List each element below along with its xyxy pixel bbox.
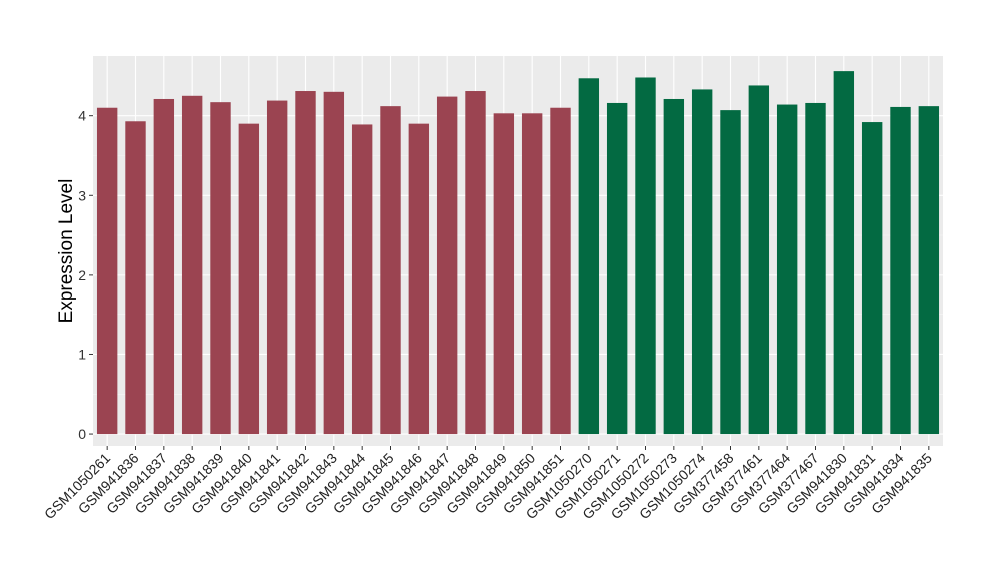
bar <box>436 96 458 435</box>
plot-panel <box>93 56 943 446</box>
y-tick-label: 3 <box>78 187 86 203</box>
bar <box>153 98 175 435</box>
bar <box>351 124 373 435</box>
y-tick-label: 4 <box>78 108 86 124</box>
bar <box>691 89 713 435</box>
bar <box>720 110 741 435</box>
y-tick-label: 2 <box>78 267 86 283</box>
bar <box>493 113 515 435</box>
bars <box>96 71 940 435</box>
bar <box>323 91 345 435</box>
bar <box>635 77 656 435</box>
bar <box>181 95 203 435</box>
bar <box>465 91 486 435</box>
minor-gridlines <box>93 155 943 395</box>
bar <box>748 85 770 435</box>
y-axis: 0 1 2 3 4 <box>78 108 93 442</box>
bar <box>833 71 855 435</box>
bar <box>96 107 118 435</box>
bar <box>663 98 685 435</box>
bar <box>238 123 260 435</box>
bar <box>210 102 231 435</box>
bar <box>578 78 600 435</box>
bar <box>408 123 430 435</box>
y-tick-label: 1 <box>78 346 86 362</box>
bar <box>890 106 911 435</box>
bar <box>861 122 883 435</box>
y-axis-label: Expression Level <box>56 179 77 324</box>
bar <box>805 102 826 435</box>
bar <box>521 113 543 435</box>
x-axis: GSM1050261GSM941836GSM941837GSM941838GSM… <box>41 446 935 522</box>
bar <box>918 106 940 435</box>
bar <box>380 106 401 435</box>
bar <box>295 91 316 435</box>
y-tick-label: 0 <box>78 426 86 442</box>
bar <box>125 121 146 435</box>
bar <box>776 104 798 435</box>
bar <box>266 100 288 435</box>
bar <box>606 102 628 435</box>
bar <box>550 107 571 435</box>
